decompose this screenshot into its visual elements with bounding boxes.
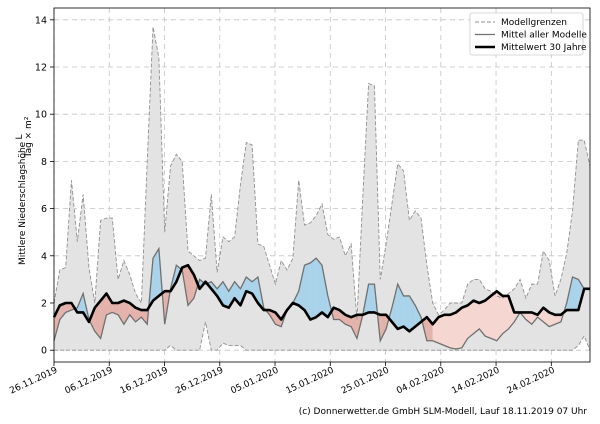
- legend-label-bounds: Modellgrenzen: [501, 18, 567, 28]
- anomaly-area: [497, 291, 503, 341]
- anomaly-area: [439, 315, 445, 346]
- legend: Modellgrenzen Mittel aller Modelle Mitte…: [470, 13, 587, 55]
- y-tick-label: 4: [41, 251, 47, 262]
- y-tick-label: 0: [41, 346, 47, 357]
- anomaly-area: [573, 277, 579, 310]
- anomaly-area: [473, 301, 479, 334]
- anomaly-area: [369, 284, 375, 312]
- anomaly-area: [444, 315, 450, 348]
- y-axis-label-text: Mittlere Niederschlagshöhe: [18, 141, 28, 265]
- legend-label-mean-models: Mittel aller Modelle: [501, 31, 587, 41]
- y-tick-label: 6: [41, 204, 47, 215]
- credit-text: (c) Donnerwetter.de GmbH SLM-Modell, Lau…: [299, 407, 588, 417]
- anomaly-area: [310, 258, 316, 319]
- legend-label-mean-30y: Mittelwert 30 Jahre: [501, 43, 587, 53]
- y-tick-label: 14: [35, 15, 47, 26]
- y-tick-label: 2: [41, 299, 47, 310]
- anomaly-area: [450, 312, 456, 349]
- y-axis-unit-denominator: Tag × m²: [24, 116, 34, 158]
- y-tick-label: 10: [35, 110, 47, 121]
- anomaly-area: [503, 296, 509, 334]
- anomaly-area: [456, 308, 462, 349]
- anomaly-area: [316, 258, 322, 317]
- anomaly-area: [491, 291, 497, 341]
- anomaly-area: [485, 296, 491, 338]
- y-tick-label: 8: [41, 157, 47, 168]
- y-tick-label: 12: [35, 63, 47, 74]
